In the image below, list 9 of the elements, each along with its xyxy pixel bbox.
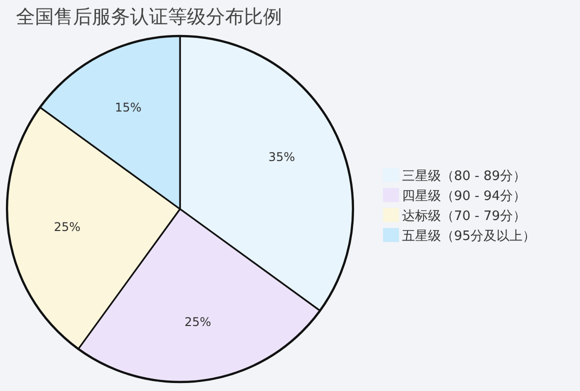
data-label: 15% <box>114 100 142 114</box>
chart-title: 全国售后服务认证等级分布比例 <box>16 6 282 28</box>
data-label: 35% <box>268 150 296 164</box>
data-label: 25% <box>184 314 212 329</box>
legend-label: 五星级（95分及以上） <box>402 229 536 244</box>
legend-label: 达标级（70 - 79分） <box>402 209 526 224</box>
data-label: 25% <box>54 220 81 234</box>
slice-label: 三星级（80 - 89分） <box>402 169 526 184</box>
legend-label: 四星级（90 - 94分） <box>402 189 526 204</box>
